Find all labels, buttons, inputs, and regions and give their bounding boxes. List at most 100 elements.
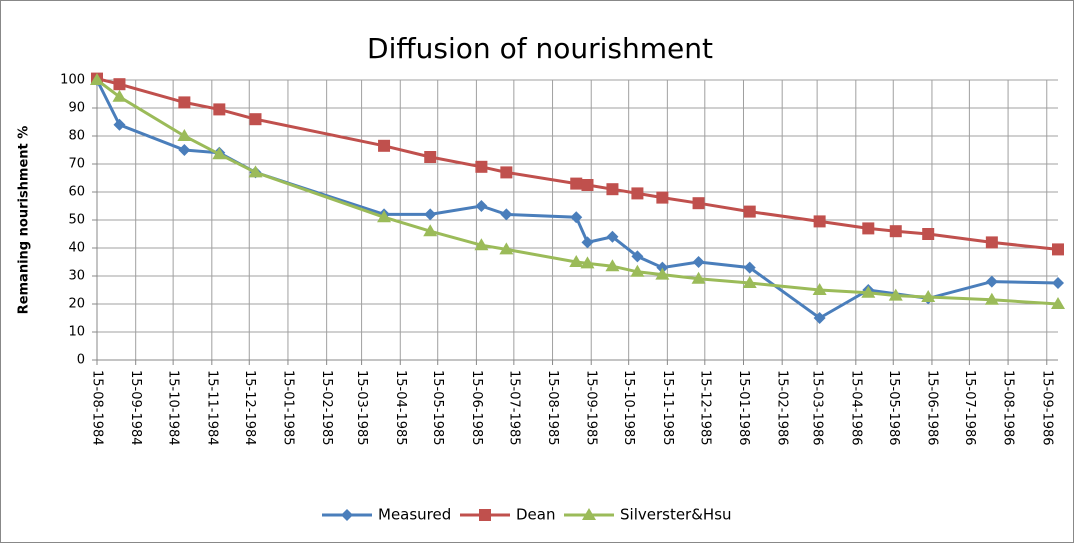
y-axis-label: Remaning nourishment % <box>17 126 32 315</box>
marker <box>631 187 644 200</box>
marker <box>1052 243 1064 256</box>
marker <box>90 73 104 85</box>
marker <box>606 230 619 243</box>
x-tick-label: 15-11-1985 <box>660 370 675 446</box>
x-tick-label: 15-04-1985 <box>393 370 408 446</box>
marker <box>921 290 936 302</box>
y-tick-label: 30 <box>68 269 85 284</box>
x-tick-label: 15-09-1985 <box>584 370 599 446</box>
marker <box>474 238 489 251</box>
marker <box>631 250 644 263</box>
marker <box>424 151 437 163</box>
y-tick-label: 0 <box>77 353 85 368</box>
marker <box>178 96 191 109</box>
legend-marker <box>479 509 491 521</box>
x-tick-label: 15-11-1984 <box>204 370 219 446</box>
marker <box>812 283 827 295</box>
marker <box>377 210 392 223</box>
marker <box>922 228 935 240</box>
marker <box>1052 277 1064 289</box>
y-tick-label: 20 <box>68 297 85 312</box>
marker <box>212 147 227 160</box>
marker <box>248 165 263 178</box>
y-tick-label: 50 <box>68 213 85 228</box>
marker <box>742 276 757 288</box>
marker <box>569 255 584 267</box>
x-tick-label: 15-12-1984 <box>242 370 257 446</box>
x-tick-label: 15-05-1986 <box>886 370 901 446</box>
marker <box>500 208 513 221</box>
marker <box>861 285 876 298</box>
x-tick-label: 15-10-1985 <box>621 370 636 446</box>
x-tick-label: 15-09-1986 <box>1039 370 1054 446</box>
marker <box>1051 297 1065 309</box>
legend-marker <box>582 508 596 520</box>
marker <box>630 264 645 277</box>
marker <box>113 118 126 131</box>
marker <box>112 89 127 102</box>
series-line <box>96 78 1059 306</box>
marker <box>580 256 595 269</box>
x-tick-label: 15-03-1985 <box>354 370 369 446</box>
marker <box>581 236 594 249</box>
marker <box>424 208 437 221</box>
marker <box>655 267 670 280</box>
marker <box>475 160 488 173</box>
marker <box>743 261 756 274</box>
marker <box>423 224 438 237</box>
x-tick-label: 15-10-1984 <box>166 370 181 446</box>
marker <box>500 166 513 179</box>
marker <box>249 113 262 126</box>
x-tick-label: 15-09-1984 <box>128 370 143 446</box>
marker <box>984 292 999 305</box>
y-tick-label: 60 <box>68 185 85 200</box>
y-tick-label: 100 <box>60 73 85 88</box>
y-tick-label: 10 <box>68 325 85 340</box>
marker <box>889 225 902 238</box>
marker <box>475 200 488 212</box>
marker <box>606 183 619 196</box>
marker <box>743 205 756 218</box>
x-tick-label: 15-01-1986 <box>736 370 751 446</box>
marker <box>378 139 391 152</box>
marker <box>813 215 826 228</box>
x-tick-label: 15-12-1985 <box>697 370 712 446</box>
x-tick-label: 15-01-1985 <box>280 370 295 446</box>
marker <box>570 177 583 190</box>
marker <box>862 222 875 235</box>
legend-marker <box>341 509 353 521</box>
marker <box>581 179 594 191</box>
x-tick-label: 15-07-1985 <box>506 370 521 446</box>
marker <box>985 275 998 288</box>
x-tick-label: 15-06-1985 <box>469 370 484 446</box>
y-tick-label: 90 <box>68 101 85 116</box>
marker <box>656 191 669 204</box>
y-tick-label: 70 <box>68 157 85 172</box>
x-tick-label: 15-08-1984 <box>90 370 105 446</box>
marker <box>213 103 226 116</box>
x-tick-label: 15-08-1985 <box>545 370 560 446</box>
marker <box>691 271 706 284</box>
marker <box>692 256 705 268</box>
marker <box>692 197 705 210</box>
legend-label: Dean <box>516 506 555 524</box>
marker <box>888 288 903 301</box>
x-tick-label: 15-06-1986 <box>924 370 939 446</box>
marker <box>985 236 998 249</box>
marker <box>813 312 826 324</box>
x-tick-label: 15-02-1985 <box>319 370 334 446</box>
chart-title: Diffusion of nourishment <box>367 32 713 65</box>
x-tick-label: 15-04-1986 <box>848 370 863 446</box>
marker <box>113 78 126 91</box>
marker <box>178 144 191 156</box>
legend-label: Measured <box>378 506 451 524</box>
x-tick-label: 15-03-1986 <box>810 370 825 446</box>
marker <box>605 259 620 272</box>
marker <box>499 242 514 255</box>
x-tick-label: 15-07-1986 <box>962 370 977 446</box>
x-tick-label: 15-05-1985 <box>430 370 445 446</box>
x-tick-label: 15-08-1986 <box>1001 370 1016 446</box>
series-line <box>96 77 1059 251</box>
